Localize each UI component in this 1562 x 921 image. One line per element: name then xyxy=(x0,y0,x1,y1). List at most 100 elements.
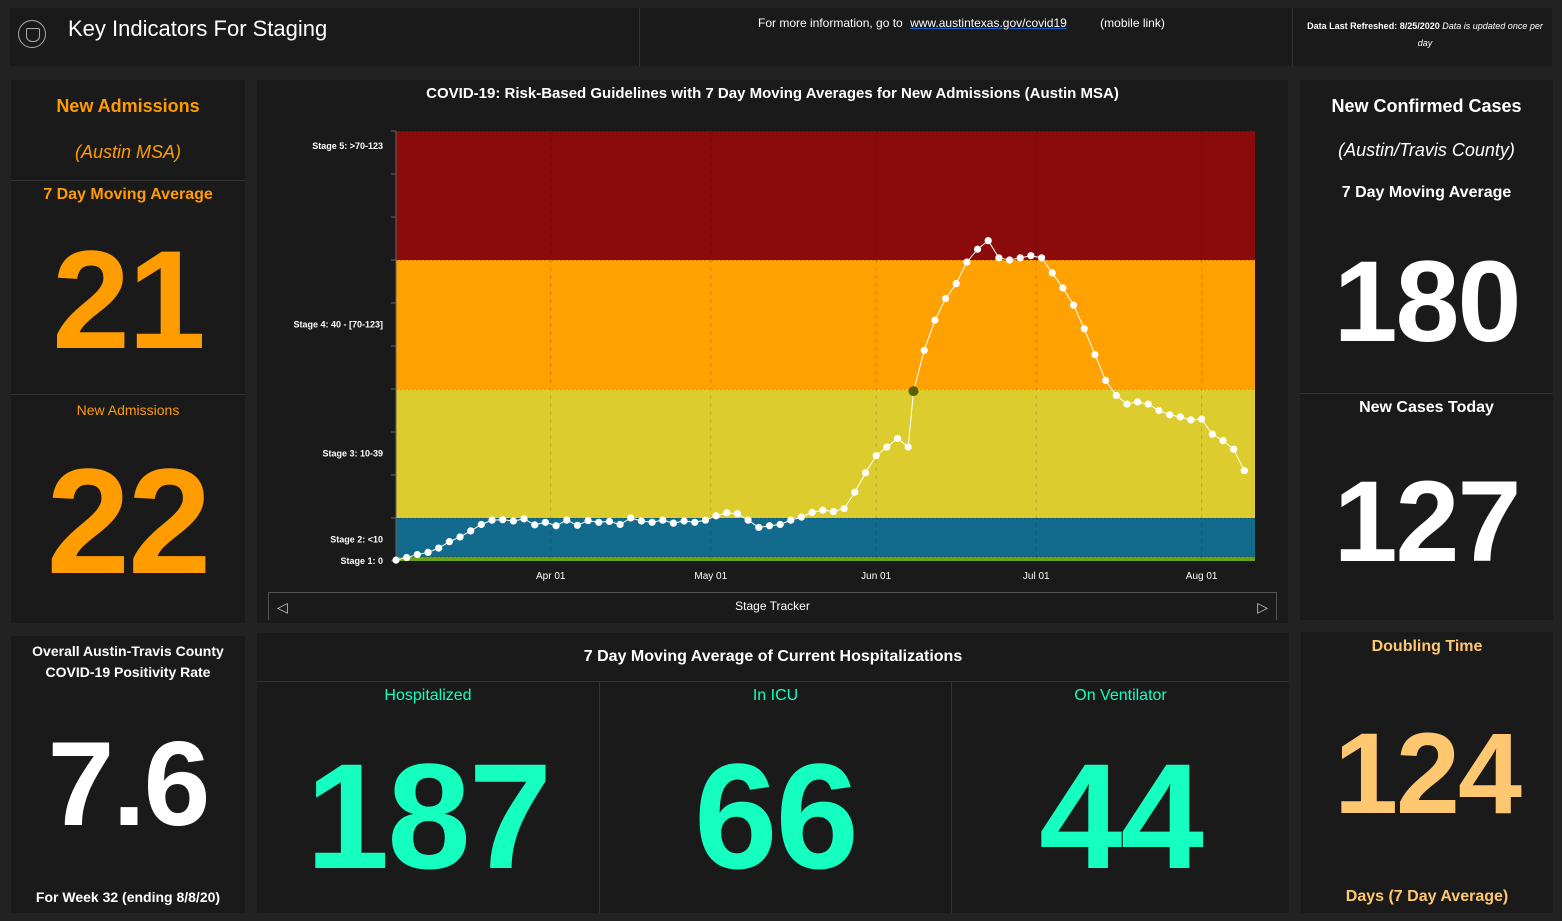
data-point xyxy=(973,245,982,253)
data-point xyxy=(584,516,592,525)
page-title: Key Indicators For Staging xyxy=(68,16,328,41)
x-tick-label: Jun 01 xyxy=(861,571,891,582)
ventilator-value: 44 xyxy=(1039,732,1204,900)
data-point xyxy=(477,520,485,529)
data-point xyxy=(616,520,624,529)
ventilator-stat: On Ventilator 44 xyxy=(952,681,1289,913)
covid-info-link[interactable]: www.austintexas.gov/covid19 xyxy=(910,16,1067,30)
data-point xyxy=(669,519,678,527)
x-tick-label: Aug 01 xyxy=(1186,571,1218,582)
refresh-info: Data Last Refreshed: 8/25/2020 Data is u… xyxy=(1300,18,1550,52)
stage-band-2 xyxy=(396,518,1255,557)
data-point xyxy=(413,550,421,559)
data-point xyxy=(931,316,939,324)
city-seal-logo xyxy=(18,20,46,48)
data-point xyxy=(1240,467,1248,475)
highlighted-data-point xyxy=(908,386,919,397)
stage-label: Stage 2: <10 xyxy=(330,535,383,545)
data-point xyxy=(1208,430,1216,438)
new-admissions-panel: New Admissions (Austin MSA) 7 Day Moving… xyxy=(11,80,245,623)
data-point xyxy=(808,508,816,517)
data-point xyxy=(963,258,971,266)
data-point xyxy=(595,518,603,526)
cases-today-value: 127 xyxy=(1333,458,1522,586)
positivity-panel: Overall Austin-Travis County COVID-19 Po… xyxy=(11,636,245,913)
admissions-subtitle: (Austin MSA) xyxy=(74,142,182,162)
admissions-chart: Stage 1: 0 Stage 2: <10 Stage 3: 10-39 Stag… xyxy=(293,130,1255,582)
data-point xyxy=(941,295,950,303)
admissions-avg-label: 7 Day Moving Average xyxy=(43,186,213,203)
positivity-value: 7.6 xyxy=(47,717,211,851)
data-point xyxy=(659,516,667,524)
data-point xyxy=(840,504,848,513)
stage-label: Stage 5: >70-123 xyxy=(312,141,383,151)
data-point xyxy=(883,443,891,451)
data-point xyxy=(1166,411,1174,419)
data-point xyxy=(712,512,720,520)
stage-band-5 xyxy=(396,131,1255,260)
mobile-link[interactable]: (mobile link) xyxy=(1100,16,1165,30)
next-arrow-icon[interactable]: ▷ xyxy=(1257,599,1268,615)
stage-band-1 xyxy=(396,556,1255,561)
refreshed-date: 8/25/2020 xyxy=(1399,21,1440,31)
data-point xyxy=(1102,376,1110,384)
data-point xyxy=(435,544,443,552)
info-prefix: For more information, go to xyxy=(758,16,903,30)
previous-arrow-icon[interactable]: ◁ xyxy=(277,599,288,615)
admissions-today-value: 22 xyxy=(46,437,212,605)
data-point xyxy=(531,521,539,529)
data-point xyxy=(787,516,795,524)
data-point xyxy=(403,553,411,562)
data-point xyxy=(1112,391,1120,400)
data-point xyxy=(1144,400,1152,408)
data-point xyxy=(872,452,880,460)
data-point xyxy=(392,556,400,564)
data-point xyxy=(627,514,635,522)
stage-tracker-label: Stage Tracker xyxy=(735,599,810,613)
positivity-title-line1: Overall Austin-Travis County xyxy=(32,643,224,659)
hospitalizations-panel: 7 Day Moving Average of Current Hospital… xyxy=(257,633,1289,913)
cases-avg-value: 180 xyxy=(1333,238,1522,366)
admissions-today-label: New Admissions xyxy=(76,402,180,418)
admissions-avg-value: 21 xyxy=(52,221,206,378)
data-point xyxy=(1037,254,1046,262)
chart-title: COVID-19: Risk-Based Guidelines with 7 D… xyxy=(426,85,1119,102)
data-point xyxy=(829,507,838,516)
data-point xyxy=(701,516,710,524)
data-point xyxy=(952,280,960,288)
data-point xyxy=(648,518,656,526)
stage-tracker-footer: ◁ Stage Tracker ▷ xyxy=(268,592,1277,620)
data-point xyxy=(680,517,688,525)
data-point xyxy=(1176,413,1184,421)
ventilator-label: On Ventilator xyxy=(1074,687,1167,704)
data-point xyxy=(995,254,1003,262)
doubling-time-panel: Doubling Time 124 Days (7 Day Average) xyxy=(1301,632,1553,913)
data-point xyxy=(520,515,528,523)
data-point xyxy=(851,488,859,496)
new-cases-panel: New Confirmed Cases (Austin/Travis Count… xyxy=(1300,80,1553,620)
data-point xyxy=(797,513,806,521)
data-point xyxy=(573,521,582,529)
data-point xyxy=(1198,415,1206,423)
data-point xyxy=(1091,351,1099,359)
stage-label: Stage 4: 40 - [70-123] xyxy=(293,320,383,330)
data-point xyxy=(733,510,742,518)
icu-stat: In ICU 66 xyxy=(600,681,951,913)
data-point xyxy=(723,509,731,517)
data-point xyxy=(861,469,870,477)
data-point xyxy=(1219,437,1227,445)
data-point xyxy=(445,538,453,546)
hospitalized-value: 187 xyxy=(305,732,552,900)
admissions-title: New Admissions xyxy=(56,96,200,116)
x-tick-label: Apr 01 xyxy=(536,571,566,582)
doubling-value: 124 xyxy=(1334,710,1522,838)
stage-tracker-chart-panel: COVID-19: Risk-Based Guidelines with 7 D… xyxy=(257,80,1288,623)
data-point xyxy=(920,346,928,354)
data-point xyxy=(755,523,763,532)
data-point xyxy=(776,520,784,529)
data-point xyxy=(1027,252,1035,260)
hospitalizations-title: 7 Day Moving Average of Current Hospital… xyxy=(583,648,963,665)
doubling-title: Doubling Time xyxy=(1371,638,1483,655)
hospitalized-stat: Hospitalized 187 xyxy=(257,681,599,913)
data-point xyxy=(1123,400,1131,408)
